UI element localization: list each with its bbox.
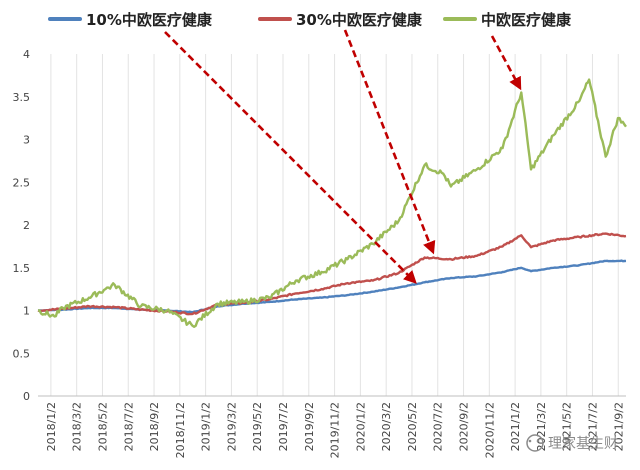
x-tick-label: 2018/5/2 xyxy=(96,402,109,451)
x-tick-label: 2021/9/2 xyxy=(612,402,625,451)
y-tick-label: 2 xyxy=(23,219,30,232)
x-tick-label: 2018/7/2 xyxy=(122,402,135,451)
x-axis: 2018/1/2 2018/3/2 2018/5/2 2018/7/2 2018/9/2… xyxy=(38,395,626,458)
x-tick-label: 2021/5/2 xyxy=(561,402,574,451)
y-tick-label: 1.5 xyxy=(13,262,31,275)
x-tick-label: 2020/7/2 xyxy=(432,402,445,451)
y-tick-label: 2.5 xyxy=(13,176,31,189)
y-axis: 0 0.5 1 1.5 2 2.5 3 3.5 4 xyxy=(13,48,31,403)
legend-label: 10%中欧医疗健康 xyxy=(86,11,213,29)
x-tick-label: 2020/1/2 xyxy=(354,402,367,451)
x-tick-label: 2021/1/2 xyxy=(509,402,522,451)
legend-label: 中欧医疗健康 xyxy=(481,11,572,29)
x-tick-label: 2019/1/2 xyxy=(200,402,213,451)
x-tick-label: 2021/3/2 xyxy=(535,402,548,451)
x-tick-label: 2019/11/2 xyxy=(329,402,342,458)
y-tick-label: 3.5 xyxy=(13,91,31,104)
y-tick-label: 3 xyxy=(23,134,30,147)
x-tick-label: 2019/7/2 xyxy=(277,402,290,451)
annotation-arrow xyxy=(490,35,522,91)
x-tick-label: 2021/7/2 xyxy=(586,402,599,451)
x-tick-label: 2019/3/2 xyxy=(225,402,238,451)
x-tick-label: 2019/9/2 xyxy=(303,402,316,451)
y-tick-label: 4 xyxy=(23,48,30,61)
y-tick-label: 1 xyxy=(23,305,30,318)
annotation-arrow xyxy=(343,29,436,255)
x-tick-label: 2018/9/2 xyxy=(148,402,161,451)
watermark-text: 理家基生财 xyxy=(548,435,618,452)
x-tick-label: 2018/11/2 xyxy=(174,402,187,458)
x-tick-label: 2020/9/2 xyxy=(458,402,471,451)
x-tick-label: 2019/5/2 xyxy=(251,402,264,451)
x-tick-label: 2018/3/2 xyxy=(71,402,84,451)
annotation-arrow xyxy=(164,31,417,284)
y-tick-label: 0 xyxy=(23,390,30,403)
wechat-icon-bubble xyxy=(528,439,532,443)
series-line xyxy=(37,78,627,328)
x-tick-label: 2020/3/2 xyxy=(380,402,393,451)
watermark: 理家基生财 xyxy=(526,434,618,452)
annotation-arrows xyxy=(164,29,522,284)
series-group xyxy=(37,78,627,328)
wechat-icon-bubble xyxy=(536,439,540,443)
series-line xyxy=(37,232,627,316)
x-tick-label: 2018/1/2 xyxy=(45,402,58,451)
x-tick-label: 2020/11/2 xyxy=(483,402,496,458)
y-tick-label: 0.5 xyxy=(13,347,31,360)
chart-grid xyxy=(50,54,619,396)
wechat-icon xyxy=(526,434,544,452)
x-tick-label: 2020/5/2 xyxy=(406,402,419,451)
legend-label: 30%中欧医疗健康 xyxy=(296,11,423,29)
legend: 10%中欧医疗健康 30%中欧医疗健康 中欧医疗健康 xyxy=(48,11,572,29)
